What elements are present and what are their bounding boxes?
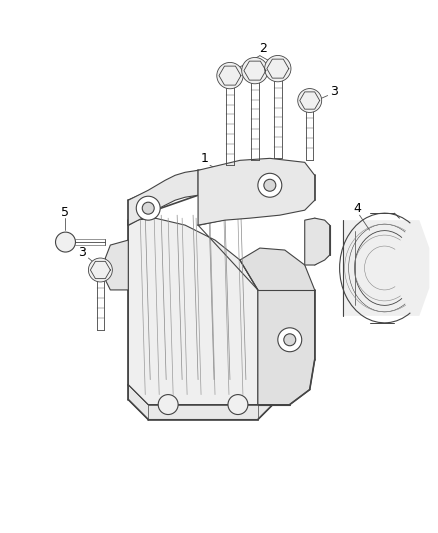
Polygon shape xyxy=(128,171,198,225)
Circle shape xyxy=(284,334,296,346)
Polygon shape xyxy=(198,158,314,225)
Text: 5: 5 xyxy=(61,206,70,219)
Text: 1: 1 xyxy=(201,152,209,165)
Circle shape xyxy=(217,62,243,89)
Circle shape xyxy=(228,394,248,415)
Circle shape xyxy=(158,394,178,415)
Circle shape xyxy=(278,328,302,352)
Circle shape xyxy=(258,173,282,197)
Circle shape xyxy=(264,179,276,191)
Polygon shape xyxy=(128,218,258,405)
Polygon shape xyxy=(343,220,429,316)
Text: 2: 2 xyxy=(259,42,267,55)
Circle shape xyxy=(56,232,75,252)
Polygon shape xyxy=(305,218,330,265)
Polygon shape xyxy=(128,375,278,405)
Polygon shape xyxy=(240,248,314,405)
Circle shape xyxy=(88,258,112,282)
Text: 3: 3 xyxy=(330,85,338,98)
Text: 3: 3 xyxy=(78,246,86,259)
Circle shape xyxy=(298,88,321,112)
Polygon shape xyxy=(128,385,278,419)
Circle shape xyxy=(265,55,291,82)
Polygon shape xyxy=(106,240,128,290)
Circle shape xyxy=(142,202,154,214)
Circle shape xyxy=(242,58,268,84)
Text: 4: 4 xyxy=(353,201,361,215)
Circle shape xyxy=(136,196,160,220)
